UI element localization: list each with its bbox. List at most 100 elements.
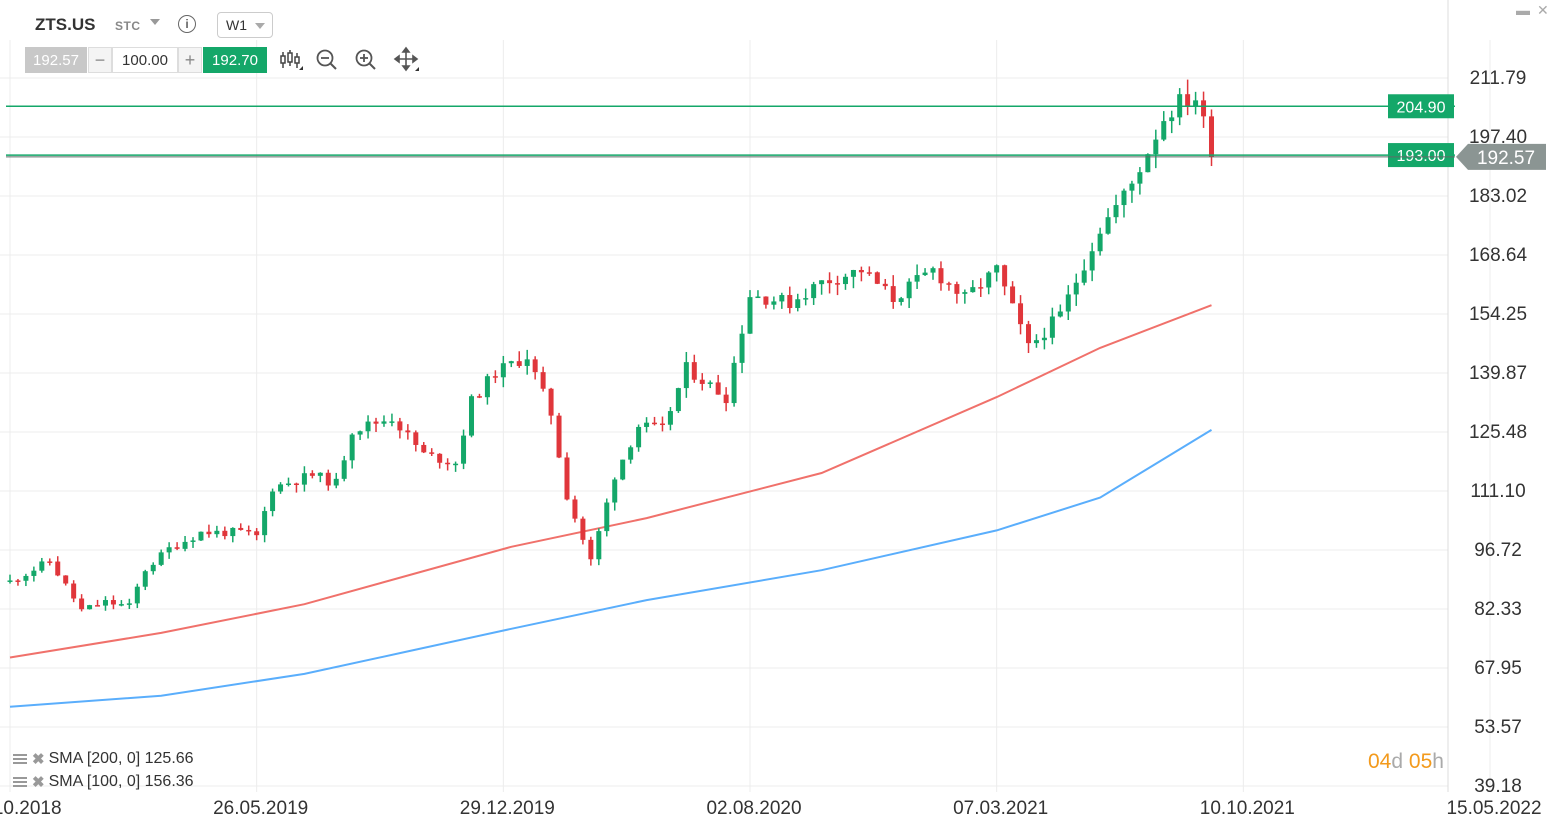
close-icon[interactable]: ✕ [1537,2,1549,18]
candle-down [445,458,451,471]
candle-body [898,298,904,302]
candle-body [357,431,363,435]
chevron-down-icon[interactable] [150,19,160,25]
candle-down [15,578,21,586]
candle-up [747,290,753,334]
candle-up [771,296,777,310]
candle-up [986,271,992,295]
y-tick-label: 39.18 [1474,776,1522,797]
candle-body [723,394,729,404]
candle-up [317,472,323,483]
candle-body [1161,121,1167,140]
candle-body [166,547,172,553]
candle-up [301,466,307,492]
buy-price-button[interactable]: 192.70 [203,47,267,73]
grip-icon[interactable] [12,775,28,789]
candle-down [405,424,411,440]
decrease-quantity-button[interactable]: − [88,47,112,73]
sma-200-line [9,429,1213,708]
candle-down [564,452,570,501]
candle-down [540,366,546,392]
candle-up [469,394,475,438]
sell-price-button[interactable]: 192.57 [25,47,87,73]
zoom-out-icon[interactable] [314,46,340,74]
move-icon[interactable] [393,46,419,74]
candle-body [285,483,291,486]
info-icon[interactable]: i [178,15,196,33]
candle-up [1081,259,1087,286]
grip-icon[interactable] [12,752,28,766]
candle-body [413,432,419,445]
candle-body [683,362,689,389]
candle-down [222,526,228,540]
candle-body [532,359,538,373]
candle-up [500,355,506,388]
candle-body [222,530,228,537]
candle-up [898,296,904,306]
symbol-label[interactable]: ZTS.US [35,15,96,34]
candle-body [1089,251,1095,271]
x-axis: 21.10.2018 26.05.2019 29.12.2019 02.08.2020… [0,798,1542,819]
candle-body [142,571,148,587]
candle-down [691,354,697,383]
instrument-type-label[interactable]: STC [115,19,141,33]
remove-indicator-icon[interactable]: ✖ [32,774,45,791]
candle-body [500,363,506,378]
candle-body [620,459,626,480]
candle-up [182,536,188,552]
legend-item-sma-200[interactable]: ✖ SMA [200, 0] 125.66 [12,750,194,768]
candle-down [492,370,498,384]
increase-quantity-button[interactable]: + [178,47,202,73]
candle-up [349,433,355,469]
candle-body [644,422,650,427]
minimize-icon[interactable]: ▬ [1516,2,1530,18]
candle-body [262,511,268,536]
candle-body [1113,205,1119,218]
timeframe-value: W1 [226,17,247,33]
candle-down [858,266,864,282]
candle-body [63,575,69,584]
candle-body [1209,116,1215,157]
candle-up [357,430,363,441]
candle-body [874,272,880,284]
candle-body [652,422,658,425]
candle-up [628,445,634,464]
remove-indicator-icon[interactable]: ✖ [32,751,45,768]
candle-down [715,374,721,395]
candle-down [1201,91,1207,128]
candle-body [962,292,968,294]
candle-down [866,266,872,276]
candle-down [1209,109,1215,167]
candle-body [429,452,435,454]
candle-body [309,473,315,476]
candle-body [986,272,992,288]
y-tick-label: 154.25 [1469,304,1527,325]
legend-item-sma-100[interactable]: ✖ SMA [100, 0] 156.36 [12,773,194,791]
zoom-in-icon[interactable] [353,46,379,74]
horizontal-line-tag [1388,143,1454,168]
candle-body [604,502,610,532]
candle-body [691,362,697,380]
candle-up [262,506,268,543]
timeframe-select[interactable]: W1 [217,12,273,38]
chart-type-icon[interactable] [279,46,305,74]
candle-up [1137,167,1143,195]
candle-up [1073,273,1079,306]
candle-up [604,498,610,537]
candle-body [596,531,602,560]
countdown-hours-unit: h [1432,750,1444,773]
quantity-input[interactable]: 100.00 [112,47,178,73]
candle-body [110,600,116,605]
candle-up [612,477,618,511]
candle-body [55,561,61,576]
candle-body [349,434,355,461]
candle-down [476,393,482,399]
y-tick-label: 125.48 [1469,422,1527,443]
candle-body [1137,172,1143,184]
candle-down [79,594,85,612]
candle-body [707,382,713,384]
candlesticks [7,79,1215,612]
candle-down [1018,295,1024,335]
candle-up [31,566,37,582]
